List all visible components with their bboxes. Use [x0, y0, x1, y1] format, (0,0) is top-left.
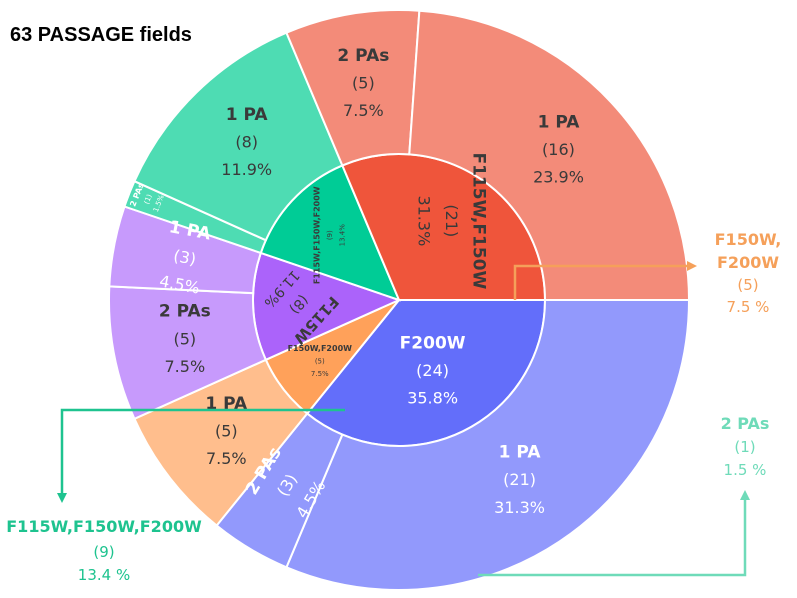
outer-slice-f200w-1-pa	[285, 299, 691, 591]
slice-count: (8)	[235, 133, 258, 152]
callout-arrow-f115w-f150w-f200w	[60, 408, 345, 493]
slice-count: (5)	[315, 357, 325, 365]
callout-f115w-f150w-f200w-count: (9)	[93, 543, 114, 561]
inner-label-f150w-f200w: F150W,F200W (5) 7.5%	[288, 344, 353, 378]
slice-percent: 7.5%	[343, 101, 384, 120]
callout-arrow-f150w-f200w-head	[687, 261, 697, 271]
outer-ring	[108, 9, 691, 591]
slice-percent: 7.5%	[311, 370, 329, 378]
inner-label-f115w-f150w: F115W,F150W (21) 31.3%	[414, 152, 488, 289]
callout-arrow-f150w-f200w	[513, 264, 690, 300]
callout-arrow-2pas-1-head	[740, 490, 750, 500]
outer-label-f115w-f150w-1-pa: 1 PA (16) 23.9%	[533, 112, 584, 186]
slice-count: (5)	[352, 74, 375, 93]
callouts: F150W,F200W(5)7.5 %2 PAs(1)1.5 %F115W,F1…	[6, 230, 781, 584]
slice-percent: 35.8%	[407, 389, 458, 408]
slice-percent: 31.3%	[494, 498, 545, 517]
slice-count: (21)	[503, 470, 536, 489]
slice-name: F150W,F200W	[288, 344, 353, 353]
slice-count: (5)	[173, 329, 196, 348]
slice-name: 1 PA	[226, 105, 269, 125]
chart-title: 63 PASSAGE fields	[10, 24, 192, 46]
outer-label-f200w-1-pa: 1 PA (21) 31.3%	[494, 443, 545, 517]
inner-labels: F200W(24)35.8%F150W,F200W(5)7.5%F115W(8)…	[261, 152, 489, 407]
slice-name: F200W	[400, 333, 466, 353]
callout-f150w-f200w-line1: F150W,	[715, 230, 782, 249]
slice-count: (3)	[172, 246, 198, 269]
outer-slice-f115w-f150w-f200w-1-pa	[133, 31, 344, 242]
slice-percent: 31.3%	[414, 195, 433, 246]
inner-label-f200w: F200W (24) 35.8%	[400, 333, 466, 407]
callout-f150w-f200w-line2: F200W	[717, 253, 779, 272]
callout-f150w-f200w-count: (5)	[737, 276, 758, 294]
slice-count: (24)	[416, 361, 449, 380]
slice-percent: 7.5%	[206, 449, 247, 468]
slice-count: (1)	[143, 193, 154, 205]
slice-count: (9)	[326, 230, 334, 240]
slice-percent: 11.9%	[221, 160, 272, 179]
slice-count: (5)	[215, 422, 238, 441]
callout-2pas-1-count: (1)	[734, 438, 755, 456]
callout-arrow-2pas-1	[478, 498, 747, 577]
inner-label-f115w-f150w-f200w: F115W,F150W,F200W (9) 13.4%	[313, 186, 347, 284]
callout-f150w-f200w-percent: 7.5 %	[727, 298, 770, 316]
callout-2pas-1-percent: 1.5 %	[724, 461, 767, 479]
slice-name: 1 PA	[499, 443, 542, 463]
slice-name: F115W,F150W	[469, 152, 489, 289]
slice-percent: 7.5%	[164, 357, 205, 376]
callout-arrow-f115w-f150w-f200w-head	[57, 493, 67, 503]
inner-ring	[252, 153, 547, 447]
slice-count: (16)	[542, 140, 575, 159]
slice-name: F115W,F150W,F200W	[313, 186, 322, 284]
outer-label-f115w-f150w-2-pas: 2 PAs (5) 7.5%	[337, 46, 389, 120]
callout-2pas-1-name: 2 PAs	[721, 414, 770, 433]
slice-name: 2 PAs	[159, 302, 211, 322]
slice-name: 2 PAs	[337, 46, 389, 66]
slice-count: (21)	[442, 204, 461, 237]
slice-percent: 23.9%	[533, 168, 584, 187]
slice-name: 1 PA	[538, 112, 581, 132]
outer-label-f115w-2-pas: 2 PAs (5) 7.5%	[159, 302, 211, 376]
callout-f115w-f150w-f200w-percent: 13.4 %	[78, 566, 130, 584]
outer-label-f115w-f150w-f200w-1-pa: 1 PA (8) 11.9%	[221, 105, 272, 179]
slice-percent: 13.4%	[338, 224, 346, 247]
callout-f115w-f150w-f200w-name: F115W,F150W,F200W	[6, 517, 202, 536]
